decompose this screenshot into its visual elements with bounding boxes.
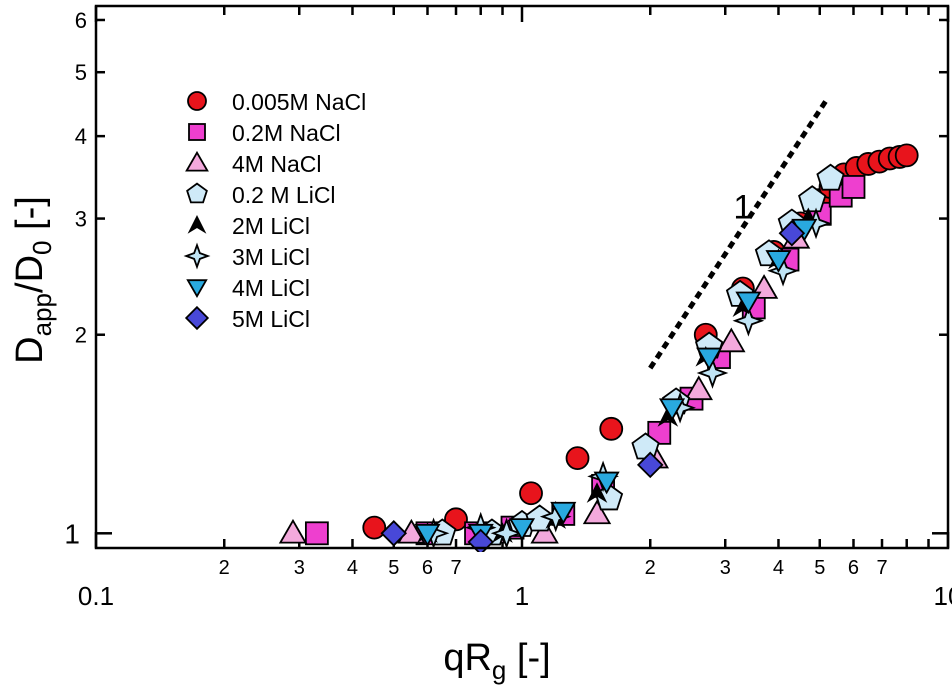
diamond-marker xyxy=(636,451,664,479)
axes-layer: 0.1110234567234567123456 xyxy=(64,6,952,611)
legend-label: 4M NaCl xyxy=(232,151,321,177)
triangle-up-marker xyxy=(582,499,612,525)
circle-marker xyxy=(187,91,207,111)
diamond-marker xyxy=(184,305,210,331)
series-7 xyxy=(380,219,806,552)
legend: 0.005M NaCl 0.2M NaCl 4M NaCl 0.2 M LiCl 2M … xyxy=(183,89,366,332)
data-layer xyxy=(278,143,919,552)
pentagon-marker xyxy=(186,182,208,204)
legend-label: 0.005M NaCl xyxy=(232,89,366,115)
legend-label: 0.2M NaCl xyxy=(232,120,341,146)
triangle-down-marker xyxy=(765,250,792,273)
legend-label: 4M LiCl xyxy=(232,275,310,301)
x-minor-tick-label: 7 xyxy=(450,557,461,579)
star4-marker xyxy=(183,242,211,270)
y-minor-tick-label: 4 xyxy=(75,124,87,149)
x-axis-title: qRg [-] xyxy=(443,637,550,685)
circle-marker xyxy=(894,143,919,168)
x-minor-tick-label: 5 xyxy=(814,557,825,579)
axis-titles: qRg [-] Dapp/D0 [-] xyxy=(9,196,551,685)
plot-frame xyxy=(94,4,950,550)
star4-marker xyxy=(490,517,523,550)
x-minor-tick-label: 3 xyxy=(720,557,731,579)
triangle-down-marker xyxy=(186,279,208,299)
series-2 xyxy=(278,223,811,544)
diamond-marker xyxy=(380,520,408,547)
legend-label: 2M LiCl xyxy=(232,213,310,239)
triangle-up-marker xyxy=(530,518,559,544)
y-minor-tick-label: 6 xyxy=(75,8,87,33)
x-minor-tick-label: 3 xyxy=(294,557,305,579)
square-marker xyxy=(304,521,329,546)
triangle-down-marker xyxy=(508,518,536,541)
annotation-layer: 1 xyxy=(648,97,830,370)
star4-marker xyxy=(696,357,729,389)
x-tick-label: 10 xyxy=(934,581,952,611)
slope-guide-line xyxy=(648,97,830,370)
y-tick-label: 1 xyxy=(64,518,80,549)
triangle-up-marker xyxy=(278,518,308,544)
circle-marker xyxy=(362,515,387,540)
triangle-down-marker xyxy=(593,471,620,495)
triangle-down-marker xyxy=(735,291,762,315)
series-3 xyxy=(428,163,845,546)
triangle-up-marker xyxy=(684,375,713,401)
square-marker xyxy=(188,123,206,141)
triangle-up-marker xyxy=(717,327,746,353)
star4-marker xyxy=(732,304,765,337)
legend-label: 0.2 M LiCl xyxy=(232,182,336,208)
arrowhead-marker xyxy=(187,214,207,234)
x-tick-label: 1 xyxy=(515,581,529,611)
x-minor-tick-label: 2 xyxy=(645,557,656,579)
pentagon-marker xyxy=(798,185,827,213)
legend-label: 3M LiCl xyxy=(232,244,310,270)
triangle-down-marker xyxy=(414,523,441,547)
x-minor-tick-label: 6 xyxy=(422,557,433,579)
x-minor-tick-label: 4 xyxy=(347,557,358,579)
circle-marker xyxy=(599,416,624,441)
x-minor-tick-label: 5 xyxy=(388,557,399,579)
pentagon-marker xyxy=(816,163,845,191)
legend-label: 5M LiCl xyxy=(232,306,310,332)
arrowhead-marker xyxy=(586,482,608,503)
square-marker xyxy=(841,175,866,199)
x-minor-tick-label: 6 xyxy=(848,557,859,579)
circle-marker xyxy=(565,446,590,471)
x-tick-label: 0.1 xyxy=(78,581,114,611)
triangle-down-marker xyxy=(696,347,723,371)
triangle-up-marker xyxy=(185,150,209,172)
y-minor-tick-label: 3 xyxy=(75,207,87,232)
x-minor-tick-label: 4 xyxy=(773,557,784,579)
x-minor-tick-label: 7 xyxy=(876,557,887,579)
y-minor-tick-label: 2 xyxy=(75,323,87,348)
triangle-down-marker xyxy=(658,398,686,422)
diamond-marker xyxy=(778,219,806,247)
triangle-down-marker xyxy=(550,501,577,525)
y-minor-tick-label: 5 xyxy=(75,60,87,85)
diamond-marker xyxy=(467,528,494,552)
circle-marker xyxy=(519,481,543,506)
y-axis-title: Dapp/D0 [-] xyxy=(9,196,57,364)
slope-annotation: 1 xyxy=(733,189,752,227)
x-minor-tick-label: 2 xyxy=(219,557,230,579)
